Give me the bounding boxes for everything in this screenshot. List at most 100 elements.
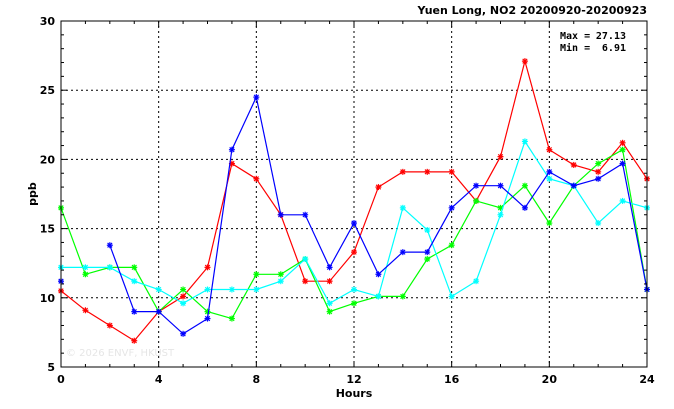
data-point-stroke (278, 271, 284, 277)
data-point-stroke (375, 293, 382, 300)
data-point-stroke (131, 308, 137, 315)
data-point (424, 256, 431, 263)
data-point (399, 293, 406, 300)
data-point (351, 220, 357, 227)
data-point (619, 139, 626, 146)
data-point (521, 204, 528, 211)
data-point (570, 161, 577, 168)
data-point (351, 286, 357, 293)
x-tick-label: 20 (542, 373, 558, 386)
data-point-stroke (351, 286, 357, 293)
data-point-stroke (424, 227, 430, 233)
data-point-stroke (448, 242, 455, 248)
data-point-stroke (131, 338, 137, 344)
data-point (253, 175, 260, 182)
data-point-stroke (82, 307, 89, 313)
data-point-stroke (351, 249, 357, 255)
stat-min-value: 6.91 (602, 43, 626, 54)
data-point (521, 182, 528, 189)
data-point (106, 322, 113, 329)
data-point (448, 204, 455, 211)
data-point-stroke (522, 138, 528, 145)
data-point (228, 315, 235, 322)
data-point (204, 264, 211, 271)
data-point-stroke (595, 169, 601, 175)
data-point (106, 242, 113, 249)
data-point-stroke (424, 169, 430, 175)
x-tick-label: 8 (253, 373, 261, 386)
data-point (82, 264, 89, 271)
series-layer (58, 58, 650, 344)
data-point (595, 160, 602, 167)
data-point (180, 293, 187, 300)
data-point (131, 308, 138, 315)
data-point-stroke (155, 286, 162, 293)
data-point-stroke (375, 271, 382, 277)
data-point (82, 271, 89, 278)
data-point (448, 242, 455, 249)
data-point-stroke (522, 58, 528, 64)
data-point (595, 175, 602, 182)
data-point (253, 286, 260, 293)
data-point (521, 138, 528, 145)
y-tick-label: 25 (40, 84, 55, 97)
data-point (424, 168, 431, 175)
stat-max-value: 27.13 (596, 31, 626, 42)
data-point-stroke (278, 278, 284, 284)
data-point (228, 286, 235, 293)
data-point-stroke (253, 286, 260, 293)
data-point (302, 256, 309, 263)
data-point-stroke (448, 205, 455, 211)
data-point (253, 271, 260, 278)
data-point (546, 220, 553, 227)
data-point (253, 94, 260, 101)
data-point (204, 315, 211, 322)
watermark: © 2026 ENVF, HKUST (66, 348, 175, 359)
data-point-stroke (180, 286, 186, 293)
data-point-stroke (619, 160, 626, 167)
data-point-stroke (229, 286, 235, 293)
data-point-stroke (497, 153, 504, 160)
data-point-stroke (302, 256, 308, 262)
data-point-stroke (82, 271, 89, 277)
x-tick-label: 24 (639, 373, 655, 386)
data-point-stroke (302, 278, 308, 284)
data-point-stroke (180, 293, 186, 300)
data-point-stroke (400, 249, 406, 255)
data-point-stroke (351, 220, 357, 226)
data-point (497, 153, 504, 160)
y-tick-label: 30 (40, 15, 56, 28)
stat-max-label: Max = (560, 31, 590, 42)
data-point-stroke (82, 264, 89, 271)
data-point (424, 249, 431, 256)
data-point-stroke (107, 264, 113, 271)
data-point (277, 211, 284, 218)
data-point (546, 168, 553, 175)
data-point (473, 182, 480, 189)
stat-min-label: Min = (560, 42, 590, 54)
data-point (204, 308, 211, 315)
data-point-stroke (497, 183, 504, 189)
data-point (375, 271, 382, 278)
data-point (155, 308, 162, 315)
chart-title: Yuen Long, NO2 20200920-20200923 (417, 4, 647, 17)
data-point (180, 330, 187, 337)
data-point (131, 278, 138, 285)
ticks (60, 20, 648, 368)
x-tick-label: 12 (346, 373, 361, 386)
data-point (302, 211, 309, 218)
watermark-layer: © 2026 ENVF, HKUST (66, 348, 175, 359)
x-tick-label: 0 (57, 373, 65, 386)
data-point-stroke (619, 147, 626, 153)
data-point (399, 204, 406, 211)
data-point (351, 249, 357, 256)
data-point-stroke (546, 169, 553, 175)
data-point (155, 286, 162, 293)
data-point (302, 278, 309, 285)
data-point-stroke (424, 256, 430, 262)
data-point (326, 264, 333, 271)
data-point (180, 286, 187, 293)
data-point (82, 307, 89, 314)
data-point-stroke (448, 293, 455, 300)
series-3 (58, 138, 650, 307)
